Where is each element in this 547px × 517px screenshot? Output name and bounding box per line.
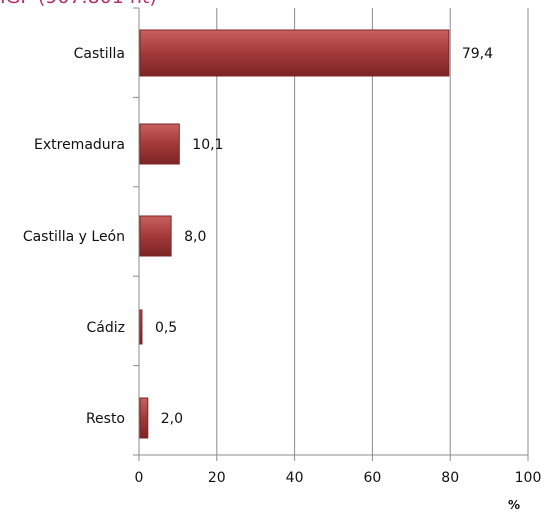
category-label: Cádiz (87, 320, 125, 336)
x-tick-label: 60 (363, 470, 381, 486)
axes (133, 7, 529, 461)
value-label: 79,4 (462, 46, 493, 62)
bars (139, 29, 450, 439)
bar (139, 309, 143, 345)
value-label: 0,5 (155, 320, 177, 336)
bar (139, 397, 149, 439)
labels: 0 20 40 60 80 100 Castilla 79,4 Extremadura 10,1 C… (23, 46, 542, 486)
x-tick-label: 40 (286, 470, 304, 486)
x-tick-label: 20 (208, 470, 226, 486)
x-axis-label: % (508, 498, 520, 512)
value-label: 8,0 (184, 229, 206, 245)
category-label: Extremadura (34, 137, 125, 153)
gridlines (216, 8, 529, 455)
category-label: Castilla (74, 46, 125, 62)
category-label: Castilla y León (23, 229, 125, 245)
value-label: 10,1 (192, 137, 223, 153)
category-label: Resto (86, 411, 125, 427)
bar (139, 29, 450, 77)
chart-title: IGP (907.801 ht) (0, 0, 157, 8)
x-tick-label: 100 (515, 470, 542, 486)
value-label: 2,0 (161, 411, 183, 427)
x-tick-label: 80 (441, 470, 459, 486)
bar (139, 123, 180, 165)
bar (139, 215, 172, 257)
x-tick-label: 0 (135, 470, 144, 486)
